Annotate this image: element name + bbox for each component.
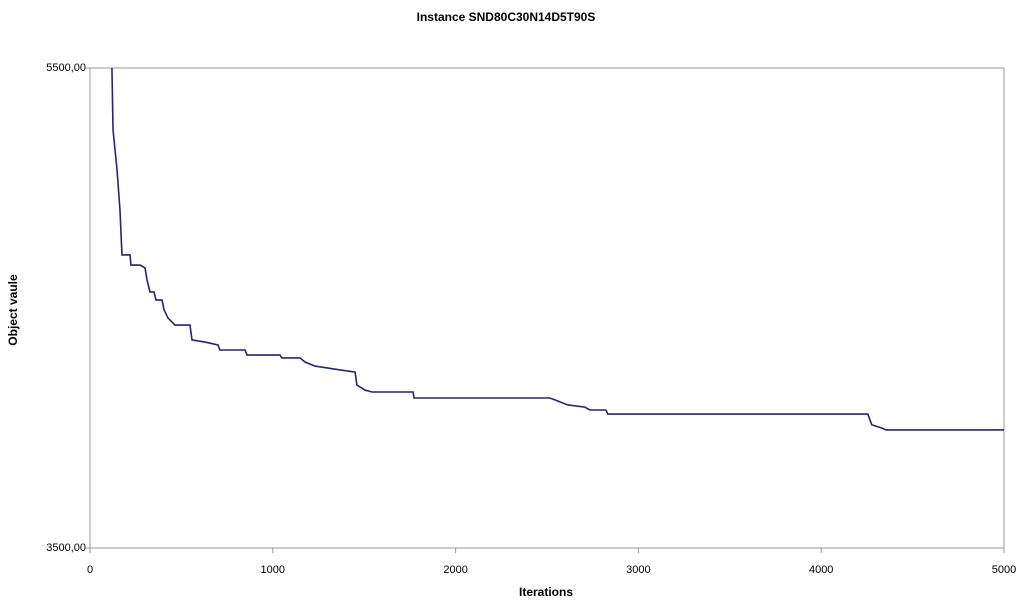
chart-title: Instance SND80C30N14D5T90S — [417, 10, 596, 24]
data-line — [111, 67, 1004, 431]
x-tick-label: 5000 — [992, 564, 1016, 576]
y-axis-label: Object vaule — [6, 274, 20, 346]
x-tick-label: 3000 — [626, 564, 650, 576]
y-tick-label: 5500,00 — [46, 62, 86, 74]
x-tick-label: 2000 — [443, 564, 467, 576]
x-axis-label: Iterations — [519, 585, 573, 599]
y-tick-label: 3500,00 — [46, 542, 86, 554]
x-tick-label: 0 — [87, 564, 93, 576]
x-tick-label: 1000 — [261, 564, 285, 576]
x-tick-label: 4000 — [809, 564, 833, 576]
plot-area — [89, 67, 1005, 549]
